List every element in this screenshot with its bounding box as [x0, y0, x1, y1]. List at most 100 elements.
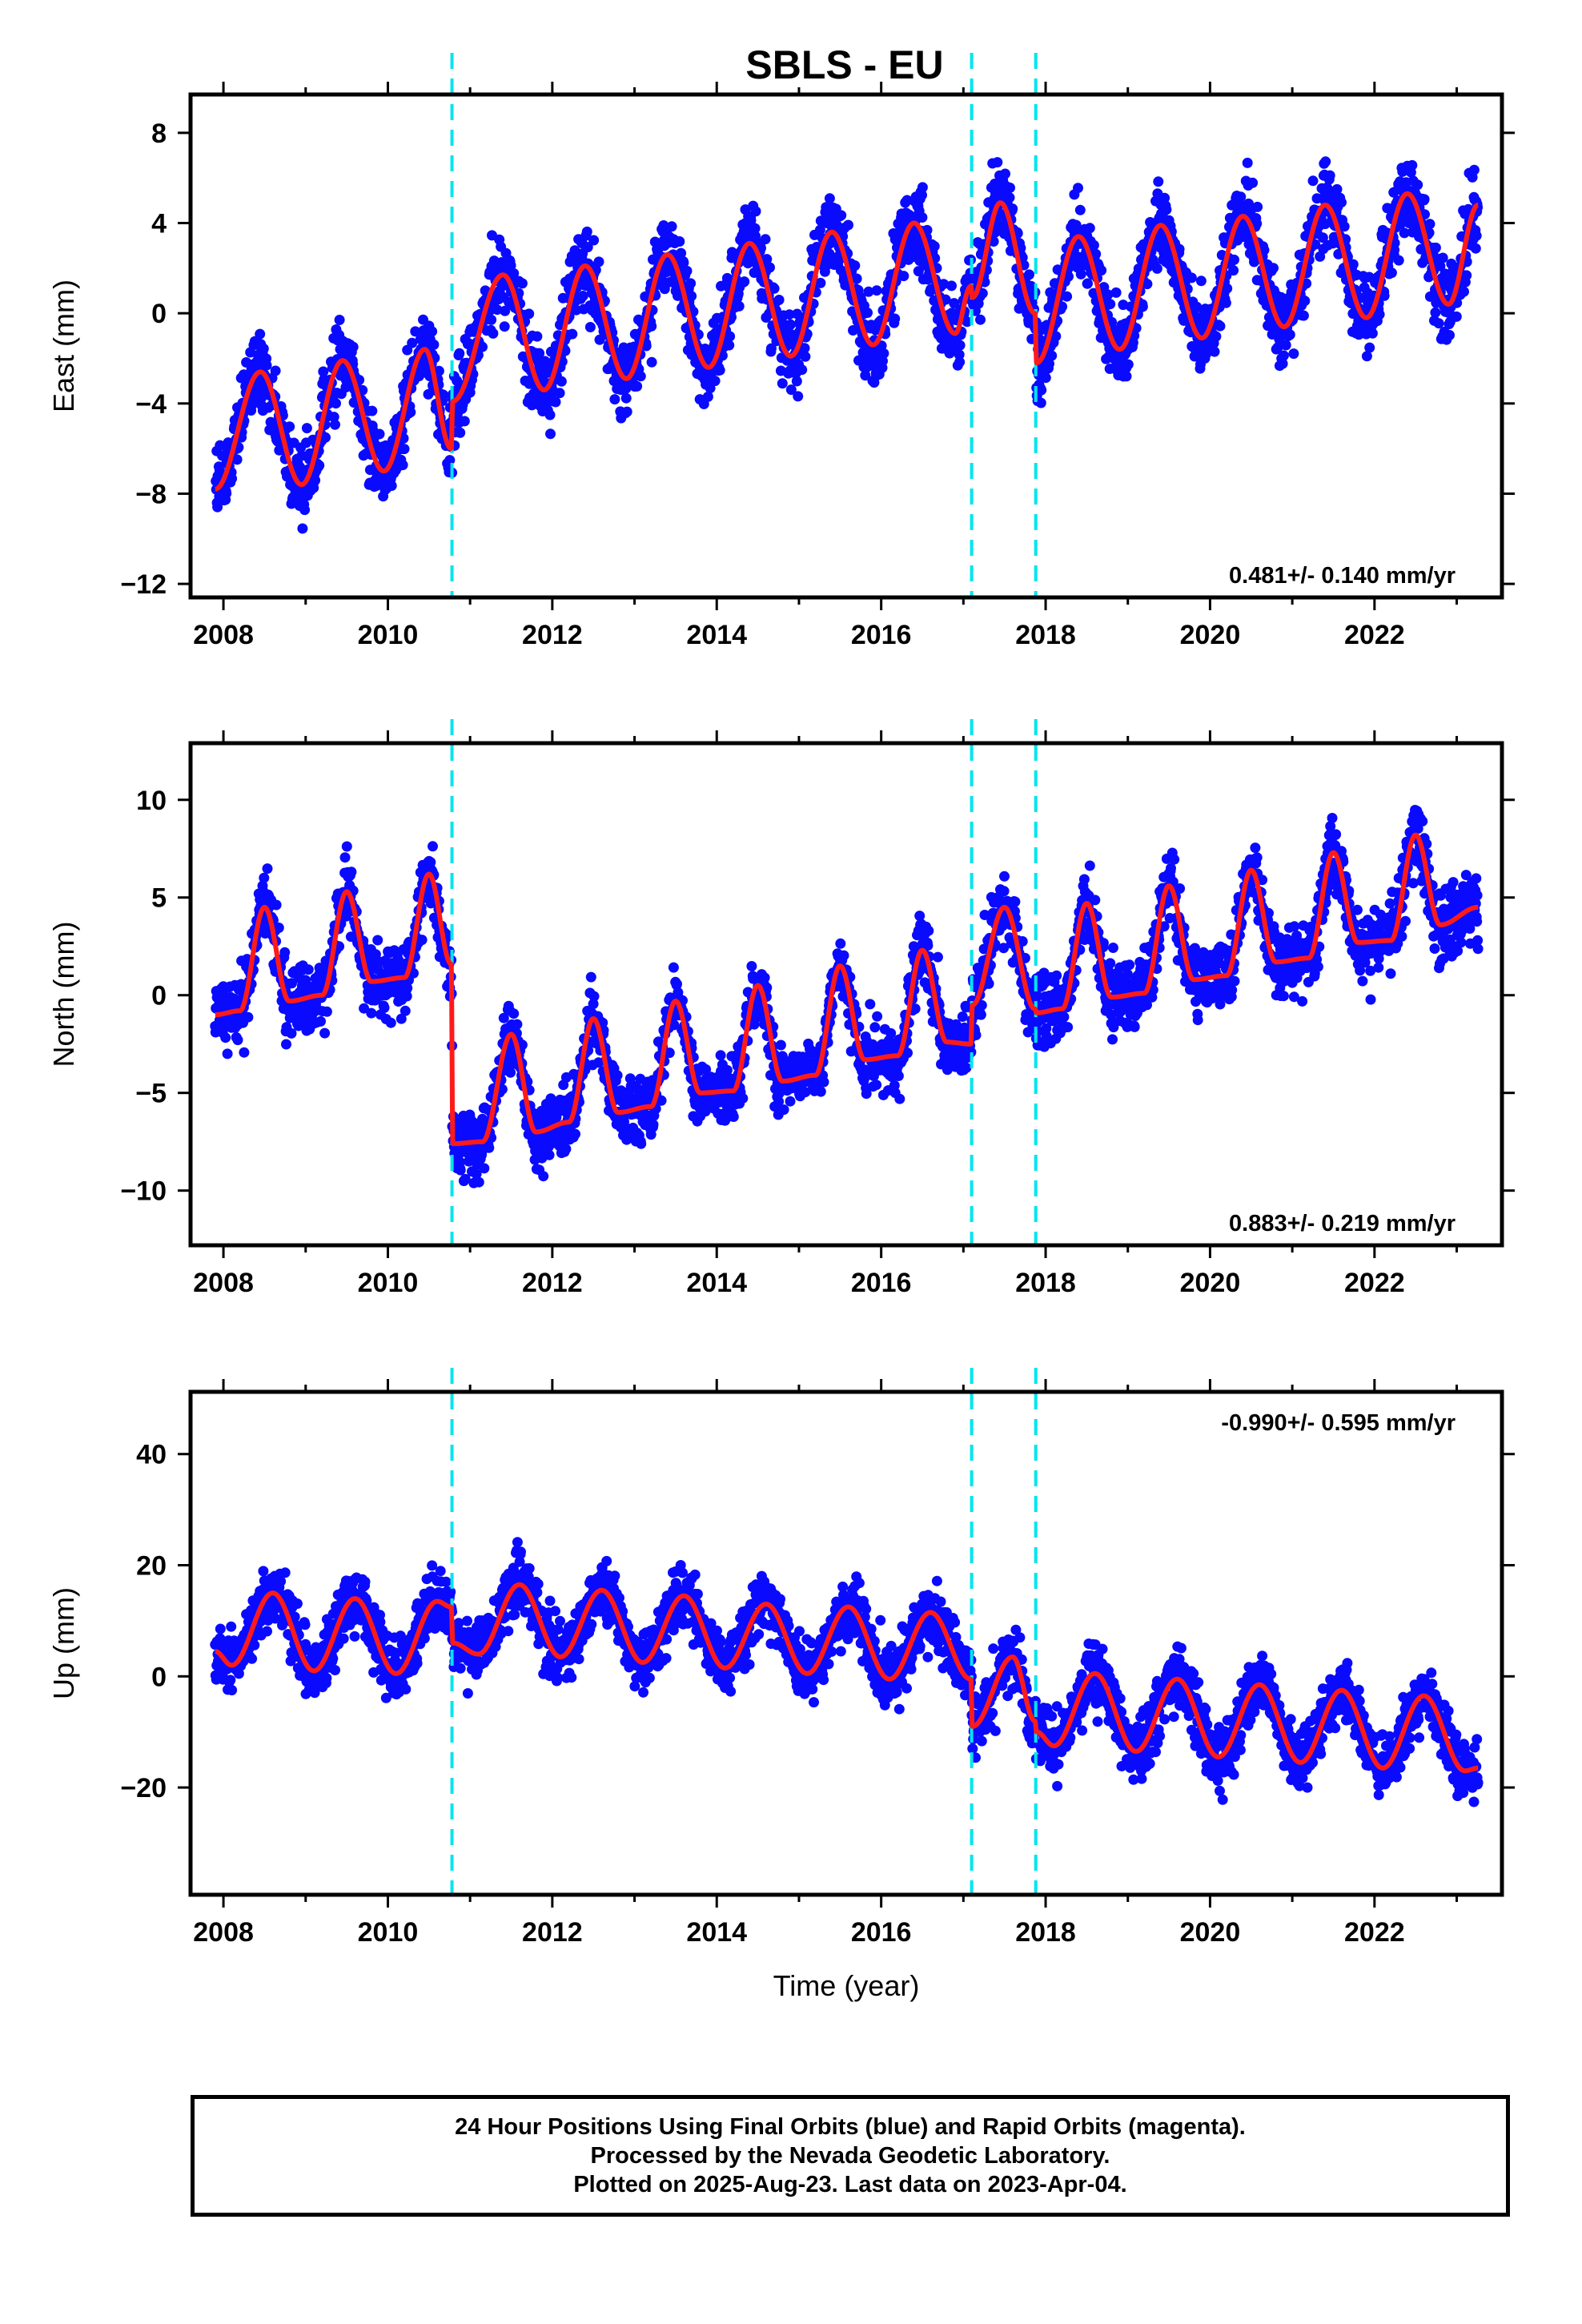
y-tick-label: −12: [120, 569, 167, 600]
data-point: [320, 432, 331, 443]
data-point: [545, 428, 556, 440]
data-points: [210, 805, 1484, 1188]
data-point: [484, 1142, 495, 1153]
data-point: [560, 1144, 572, 1155]
data-point: [499, 321, 510, 332]
data-point: [330, 419, 340, 430]
data-point: [1000, 168, 1010, 179]
data-point: [297, 523, 308, 534]
data-point: [374, 428, 385, 440]
data-point: [646, 320, 657, 332]
data-point: [231, 454, 243, 465]
data-point: [279, 947, 291, 958]
x-tick-label: 2014: [686, 620, 747, 650]
data-point: [1298, 310, 1309, 321]
data-point: [567, 328, 578, 340]
data-point: [797, 364, 808, 376]
data-point: [258, 343, 269, 354]
data-point: [760, 234, 771, 245]
data-point: [1468, 164, 1480, 175]
data-point: [824, 193, 835, 204]
data-point: [423, 388, 434, 400]
data-point: [1035, 397, 1046, 408]
data-point: [486, 314, 497, 325]
x-tick-label: 2020: [1180, 620, 1241, 650]
data-point: [1122, 359, 1134, 370]
data-point: [405, 407, 416, 418]
data-point: [1161, 204, 1172, 215]
data-point: [262, 863, 273, 875]
data-point: [331, 398, 341, 409]
data-point: [554, 388, 565, 399]
data-point: [1320, 156, 1331, 167]
data-point: [609, 394, 620, 405]
data-point: [319, 1027, 331, 1039]
data-point: [1121, 371, 1132, 382]
data-point: [632, 380, 643, 392]
x-tick-label: 2010: [358, 620, 419, 650]
data-point: [303, 964, 314, 975]
data-point: [386, 480, 397, 491]
data-point: [455, 1164, 466, 1176]
data-point: [1284, 329, 1295, 340]
x-tick-label: 2016: [851, 620, 912, 650]
data-point: [668, 962, 679, 973]
data-point: [477, 341, 488, 352]
data-point: [777, 378, 788, 389]
data-point: [1268, 263, 1279, 274]
data-point: [588, 991, 600, 1002]
data-point: [1046, 350, 1058, 361]
data-point: [385, 1017, 396, 1028]
north-panel: 2008 2010 2012 2014 2016 2018 2020 20221050−5−1…: [47, 719, 1515, 1298]
data-point: [1186, 272, 1197, 283]
data-point: [232, 1035, 243, 1046]
data-point: [1062, 291, 1073, 302]
data-point: [500, 305, 511, 316]
data-point: [724, 340, 735, 351]
data-point: [321, 1006, 332, 1017]
data-point: [872, 1011, 883, 1022]
data-point: [399, 444, 410, 455]
data-point: [1088, 239, 1099, 251]
data-point: [479, 1163, 490, 1174]
data-point: [685, 278, 697, 289]
data-point: [1364, 342, 1375, 353]
data-point: [366, 1007, 377, 1019]
data-point: [1433, 318, 1444, 329]
data-point: [838, 950, 849, 961]
data-point: [793, 391, 804, 402]
data-point: [410, 326, 421, 337]
data-point: [1228, 265, 1239, 276]
data-point: [1280, 340, 1291, 351]
data-point: [1444, 330, 1455, 340]
y-tick-label: 4: [151, 209, 167, 239]
data-point: [620, 392, 632, 404]
data-point: [271, 899, 282, 911]
data-point: [898, 271, 909, 282]
data-point: [284, 421, 295, 432]
data-point: [577, 291, 588, 301]
data-point: [397, 460, 408, 471]
data-point: [1430, 307, 1441, 318]
data-point: [538, 1171, 549, 1182]
data-point: [1209, 346, 1220, 357]
data-point: [791, 376, 802, 387]
data-point: [1151, 263, 1162, 274]
data-point: [400, 1005, 411, 1016]
data-point: [640, 340, 652, 352]
data-point: [733, 300, 745, 312]
data-point: [339, 852, 351, 863]
data-point: [1084, 223, 1095, 234]
data-point: [894, 1093, 905, 1104]
east-panel: 2008 2010 2012 2014 2016 2018 2020 2022840−4−8−…: [47, 53, 1515, 650]
x-tick-label: 2022: [1344, 620, 1405, 650]
data-point: [1215, 320, 1226, 332]
data-point: [550, 396, 561, 408]
data-point: [1211, 331, 1222, 342]
data-point: [532, 331, 543, 342]
data-point: [413, 371, 424, 382]
data-point: [334, 315, 345, 325]
data-point: [869, 1022, 881, 1033]
data-point: [1407, 159, 1418, 171]
data-point: [1235, 191, 1247, 203]
